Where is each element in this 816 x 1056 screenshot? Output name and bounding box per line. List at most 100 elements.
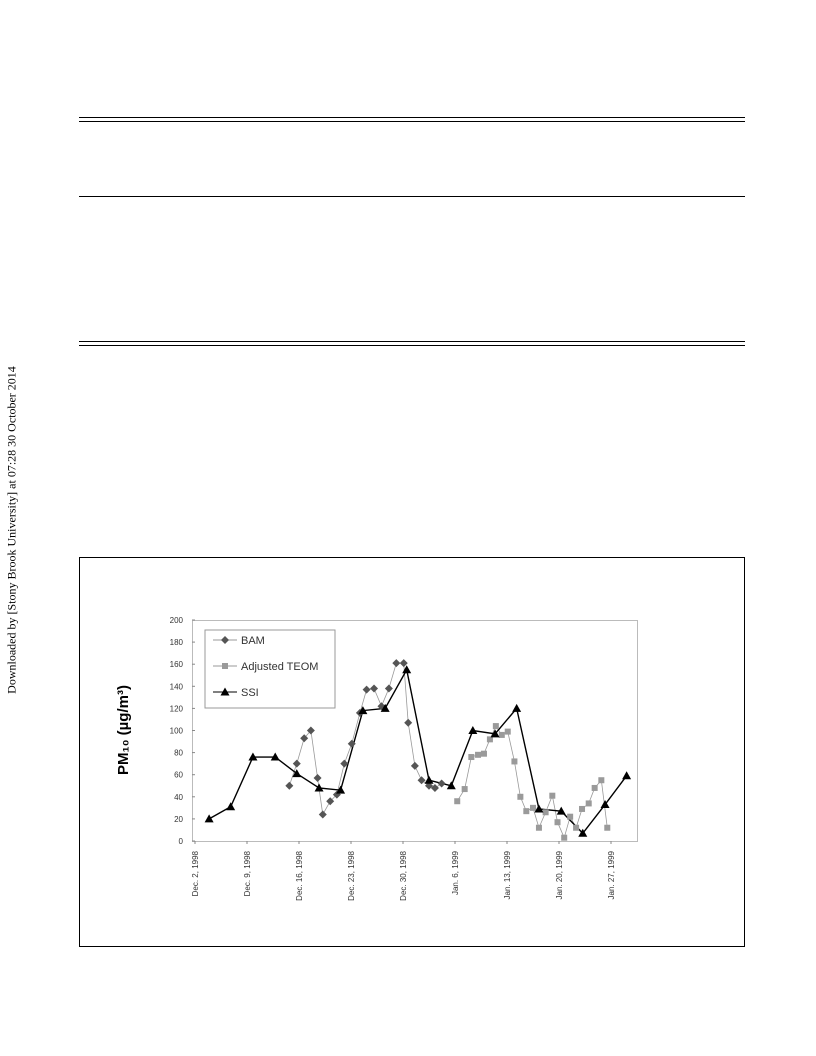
- marker: [425, 781, 433, 790]
- x-tick-label: Dec. 2, 1998: [191, 850, 200, 896]
- marker: [573, 824, 580, 831]
- marker: [561, 834, 568, 841]
- marker: [498, 731, 505, 738]
- marker: [530, 804, 536, 811]
- marker: [336, 785, 346, 794]
- marker: [598, 777, 605, 784]
- y-axis-label: PM₁₀ (µg/m³): [115, 685, 132, 775]
- marker: [292, 769, 302, 778]
- marker: [292, 759, 301, 768]
- marker: [542, 809, 549, 816]
- y-tick-label: 80: [174, 749, 183, 758]
- marker: [437, 779, 446, 788]
- marker: [512, 703, 522, 712]
- marker: [556, 806, 566, 815]
- marker: [220, 687, 230, 696]
- marker: [446, 781, 456, 790]
- y-tick-label: 180: [170, 638, 184, 647]
- marker: [362, 685, 371, 694]
- x-tick-label: Jan. 13, 1999: [503, 850, 512, 899]
- marker: [622, 771, 632, 780]
- marker: [468, 754, 475, 761]
- marker: [579, 805, 586, 812]
- marker: [340, 759, 349, 768]
- marker: [475, 751, 482, 758]
- marker: [358, 706, 368, 715]
- marker: [392, 659, 401, 668]
- marker: [402, 665, 412, 674]
- x-tick-label: Dec. 16, 1998: [295, 850, 304, 900]
- y-tick-label: 200: [170, 616, 184, 625]
- marker: [492, 723, 499, 730]
- marker: [567, 813, 574, 820]
- y-tick-label: 100: [170, 727, 184, 736]
- x-tick-label: Jan. 6, 1999: [451, 850, 460, 895]
- rule: [79, 117, 745, 118]
- x-tick-label: Jan. 27, 1999: [607, 850, 616, 899]
- y-tick-label: 0: [179, 837, 184, 846]
- rule: [79, 121, 745, 122]
- marker: [370, 684, 379, 693]
- y-tick-label: 40: [174, 793, 183, 802]
- marker: [326, 797, 335, 806]
- marker: [511, 758, 518, 765]
- marker: [226, 802, 236, 811]
- marker: [461, 786, 468, 793]
- marker: [404, 718, 413, 727]
- marker: [585, 800, 592, 807]
- x-tick-label: Jan. 20, 1999: [555, 850, 564, 899]
- marker: [380, 703, 390, 712]
- marker: [504, 728, 511, 735]
- y-tick-label: 160: [170, 660, 184, 669]
- marker: [549, 792, 556, 799]
- marker: [600, 800, 610, 809]
- marker: [300, 734, 309, 743]
- marker: [347, 739, 356, 748]
- marker: [270, 752, 280, 761]
- rule: [79, 341, 745, 342]
- legend-label: Adjusted TEOM: [241, 661, 318, 673]
- marker: [248, 752, 258, 761]
- y-tick-label: 120: [170, 704, 184, 713]
- marker: [318, 810, 327, 819]
- marker: [417, 776, 426, 785]
- marker: [534, 804, 544, 813]
- x-tick-label: Dec. 30, 1998: [399, 850, 408, 900]
- x-tick-label: Dec. 23, 1998: [347, 850, 356, 900]
- legend-label: SSI: [241, 687, 259, 699]
- marker: [221, 636, 229, 644]
- marker: [554, 819, 561, 826]
- x-tick-label: Dec. 9, 1998: [243, 850, 252, 896]
- y-tick-label: 140: [170, 682, 184, 691]
- marker: [313, 774, 322, 783]
- marker: [399, 659, 408, 668]
- y-tick-label: 60: [174, 771, 183, 780]
- marker: [204, 814, 214, 823]
- marker: [535, 824, 542, 831]
- marker: [285, 781, 294, 790]
- marker: [454, 798, 461, 805]
- y-tick-label: 20: [174, 815, 183, 824]
- marker: [486, 736, 493, 743]
- marker: [578, 828, 588, 837]
- marker: [424, 775, 434, 784]
- marker: [517, 793, 524, 800]
- marker: [468, 726, 478, 734]
- marker: [604, 824, 611, 831]
- figure-frame: [79, 557, 745, 947]
- rule: [79, 345, 745, 346]
- marker: [306, 726, 315, 735]
- rule: [79, 196, 745, 197]
- marker: [591, 784, 598, 791]
- marker: [523, 808, 530, 815]
- marker: [222, 663, 228, 669]
- marker: [490, 729, 500, 738]
- legend-label: BAM: [241, 635, 265, 647]
- marker: [480, 750, 487, 757]
- marker: [430, 783, 439, 792]
- legend: BAM Adjusted TEOM SSI: [204, 629, 336, 709]
- marker: [384, 684, 393, 693]
- marker: [314, 783, 324, 792]
